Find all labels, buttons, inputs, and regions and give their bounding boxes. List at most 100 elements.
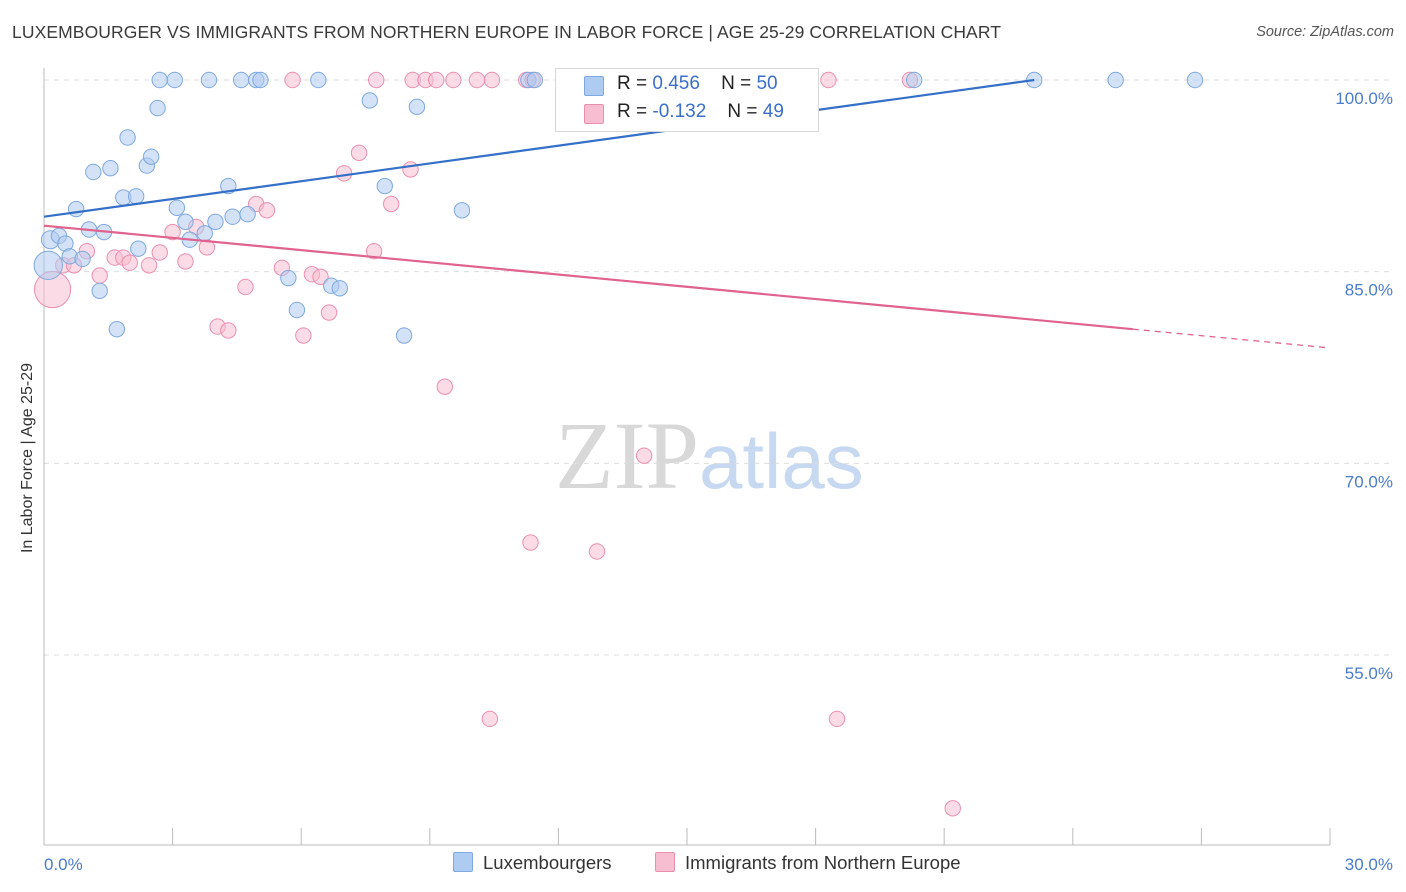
immigrants-point — [350, 144, 368, 162]
immigrants-point — [428, 71, 445, 89]
immigrants-point — [522, 534, 539, 551]
legend-n-value: 49 — [762, 101, 784, 122]
luxembourgers-point — [130, 240, 147, 257]
immigrants-point — [588, 543, 606, 560]
immigrants-point — [258, 202, 276, 219]
immigrants-point — [335, 165, 353, 182]
luxembourgers-point — [85, 163, 102, 181]
immigrants-point — [365, 243, 383, 260]
luxembourgers-point — [102, 159, 119, 177]
watermark-zip: ZIP — [555, 402, 699, 509]
legend-n-label: N = — [721, 73, 752, 94]
legend-r-label: R = — [617, 73, 648, 94]
luxembourgers-point — [142, 148, 160, 165]
luxembourgers-point — [361, 92, 378, 109]
immigrants-point — [483, 71, 501, 89]
immigrants-point — [481, 710, 499, 728]
immigrants-point — [237, 278, 254, 296]
immigrants-point — [944, 800, 961, 817]
immigrants-point — [468, 71, 486, 89]
x-tick-label: 30.0% — [1345, 855, 1393, 874]
luxembourgers-point — [1107, 71, 1124, 89]
immigrants-point — [320, 304, 338, 321]
trend-line-immigrants — [43, 224, 1133, 331]
legend-r-value: 0.456 — [652, 73, 700, 94]
legend-swatch-blue — [584, 76, 604, 96]
luxembourgers-point — [288, 301, 306, 319]
immigrants-point — [121, 254, 138, 271]
immigrants-point — [820, 71, 837, 89]
immigrants-point — [91, 267, 108, 284]
y-tick-label: 70.0% — [1345, 472, 1393, 491]
luxembourgers-point — [280, 269, 297, 287]
luxembourgers-point — [207, 213, 224, 231]
luxembourgers-point — [91, 282, 108, 300]
luxembourgers-point — [74, 250, 91, 268]
chart-title: LUXEMBOURGER VS IMMIGRANTS FROM NORTHERN… — [12, 22, 1002, 42]
immigrants-point — [383, 195, 400, 213]
luxembourgers-point — [149, 99, 166, 117]
luxembourgers-point — [166, 71, 183, 89]
y-tick-label: 100.0% — [1335, 89, 1393, 108]
trend-line-extension — [1132, 328, 1331, 349]
x-tick-label: 0.0% — [44, 855, 83, 874]
immigrants-point — [402, 161, 419, 178]
immigrants-point — [368, 71, 385, 89]
immigrants-point — [436, 378, 454, 395]
immigrants-point — [445, 71, 462, 89]
immigrants-point — [164, 223, 181, 241]
immigrants-point — [220, 322, 237, 339]
luxembourgers-point — [395, 327, 413, 344]
luxembourgers-point — [331, 280, 348, 297]
bottom-legend-immigrants: Immigrants from Northern Europe — [655, 852, 961, 874]
series-immigrants-points — [33, 71, 961, 817]
luxembourgers-point — [224, 208, 241, 225]
watermark: ZIPatlas — [555, 400, 864, 511]
legend-r-label: R = — [617, 101, 648, 122]
luxembourgers-point — [239, 205, 256, 223]
legend-r-value: -0.132 — [652, 101, 707, 122]
bottom-legend-label: Luxembourgers — [483, 852, 612, 873]
luxembourgers-point — [310, 71, 327, 89]
luxembourgers-point — [408, 98, 426, 116]
immigrants-point — [828, 710, 846, 728]
tick-labels: 55.0% 70.0% 85.0% 100.0% 0.0% 30.0% — [44, 89, 1393, 874]
immigrants-point — [151, 244, 168, 261]
luxembourgers-point — [127, 188, 145, 205]
stats-legend: R = 0.456 N = 50 R = -0.132 N = 49 — [555, 68, 819, 132]
luxembourgers-point — [108, 320, 126, 338]
luxembourgers-point — [453, 202, 471, 219]
y-tick-label: 55.0% — [1345, 664, 1393, 683]
luxembourgers-point — [151, 71, 168, 89]
immigrants-point — [295, 327, 312, 344]
luxembourgers-point — [905, 71, 923, 89]
luxembourgers-point — [1186, 71, 1204, 89]
y-tick-label: 85.0% — [1345, 281, 1393, 300]
immigrants-point — [635, 447, 653, 464]
luxembourgers-point — [177, 213, 194, 231]
immigrants-point — [312, 268, 329, 285]
legend-swatch-pink — [584, 104, 604, 124]
trend-line-luxembourgers — [43, 78, 1035, 218]
source-label: Source: ZipAtlas.com — [1256, 24, 1394, 40]
luxembourgers-point — [526, 71, 544, 89]
axes — [43, 68, 1331, 846]
luxembourgers-point — [232, 71, 250, 89]
immigrants-point — [177, 253, 194, 270]
trend-lines — [43, 78, 1331, 349]
bottom-legend-label: Immigrants from Northern Europe — [685, 852, 961, 873]
legend-n-label: N = — [727, 101, 758, 122]
luxembourgers-point — [67, 200, 85, 218]
luxembourgers-point — [33, 250, 63, 280]
immigrants-point — [284, 71, 301, 89]
bottom-legend-luxembourgers: Luxembourgers — [453, 852, 612, 874]
watermark-atlas: atlas — [699, 417, 864, 505]
luxembourgers-point — [168, 199, 186, 216]
gridlines — [44, 79, 1392, 656]
legend-n-value: 50 — [756, 73, 778, 94]
luxembourgers-point — [200, 71, 218, 89]
immigrants-point — [140, 257, 158, 274]
luxembourgers-point — [376, 177, 393, 195]
bottom-legend-swatch-pink — [655, 852, 675, 872]
